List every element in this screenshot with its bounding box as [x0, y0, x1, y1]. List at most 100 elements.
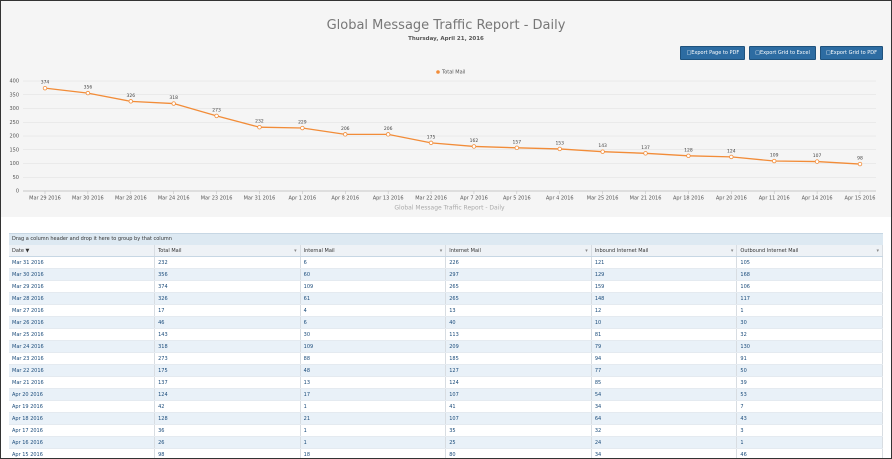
grid-cell: 143: [154, 328, 301, 341]
column-header[interactable]: Internal Mail ▾: [300, 245, 447, 257]
export-button[interactable]: Export Grid to Excel: [749, 46, 816, 60]
data-label: 98: [857, 156, 863, 162]
grid-cell: 30: [736, 316, 883, 329]
grid-cell: 318: [154, 340, 301, 353]
y-tick-label: 100: [9, 161, 19, 167]
grid-row[interactable]: Apr 20 2016 124 17 107 54 53: [9, 388, 883, 401]
grid-table: Date ▼ Total Mail ▾ Internal Mail ▾ Internet …: [9, 245, 883, 458]
grid-cell: 130: [736, 340, 883, 353]
grid-cell: 98: [154, 448, 301, 458]
data-point: [600, 149, 605, 154]
data-label: 107: [813, 153, 822, 159]
x-tick-label: Mar 28 2016: [115, 196, 147, 202]
grid-cell: 273: [154, 352, 301, 365]
x-axis-title: Global Message Traffic Report - Daily: [394, 205, 505, 212]
data-grid: Drag a column header and drop it here to…: [9, 233, 883, 458]
grid-cell: 18: [300, 448, 447, 458]
grid-row[interactable]: Mar 28 2016 326 61 265 148 117: [9, 292, 883, 305]
grid-row[interactable]: Apr 18 2016 128 21 107 64 43: [9, 412, 883, 425]
grid-cell: 159: [591, 280, 738, 293]
data-label: 175: [427, 134, 436, 140]
export-button[interactable]: Export Grid to PDF: [819, 46, 883, 60]
grid-cell: 53: [736, 388, 883, 401]
grid-cell: 107: [445, 412, 592, 425]
grid-cell: 64: [591, 412, 738, 425]
grid-row[interactable]: Apr 15 2016 98 18 80 34 46: [9, 448, 883, 458]
grid-cell: Apr 17 2016: [9, 424, 156, 437]
grid-cell: 36: [154, 424, 301, 437]
y-tick-label: 350: [9, 92, 19, 98]
grid-cell: 88: [300, 352, 447, 365]
grid-cell: 109: [300, 280, 447, 293]
column-header[interactable]: Inbound Internet Mail ▾: [591, 245, 738, 257]
grid-cell: 17: [154, 304, 301, 317]
grid-row[interactable]: Mar 29 2016 374 109 265 159 106: [9, 280, 883, 293]
column-header[interactable]: Outbound Internet Mail ▾: [736, 245, 883, 257]
data-label: 124: [727, 148, 736, 154]
header-row: Date ▼ Total Mail ▾ Internal Mail ▾ Internet …: [9, 245, 883, 257]
data-label: 109: [770, 153, 779, 159]
grid-cell: Apr 16 2016: [9, 436, 156, 449]
grid-cell: 34: [591, 400, 738, 413]
grid-row[interactable]: Mar 27 2016 17 4 13 12 1: [9, 304, 883, 317]
grid-row[interactable]: Mar 31 2016 232 6 226 121 105: [9, 256, 883, 269]
grid-row[interactable]: Apr 17 2016 36 1 35 32 3: [9, 424, 883, 437]
grid-cell: 124: [445, 376, 592, 389]
grid-cell: 21: [300, 412, 447, 425]
data-point: [729, 154, 734, 160]
grid-cell: 13: [445, 304, 592, 317]
grid-cell: 46: [154, 316, 301, 329]
column-menu[interactable]: ▾: [730, 247, 734, 254]
grid-cell: 25: [445, 436, 592, 449]
column-header-text: Date: [12, 247, 24, 254]
grid-cell: 48: [300, 364, 447, 377]
column-header[interactable]: Date ▼: [9, 245, 156, 257]
x-tick-label: Apr 1 2016: [289, 196, 317, 202]
grid-cell: 113: [445, 328, 592, 341]
data-label: 232: [255, 119, 264, 125]
data-point: [686, 153, 691, 158]
x-tick-label: Mar 29 2016: [29, 196, 61, 202]
grid-cell: 17: [300, 388, 447, 401]
export-button[interactable]: Export Page to PDF: [680, 46, 746, 60]
grid-row[interactable]: Mar 22 2016 175 48 127 77 50: [9, 364, 883, 377]
grid-row[interactable]: Mar 23 2016 273 88 185 94 91: [9, 352, 883, 365]
data-point: [171, 101, 176, 106]
grid-row[interactable]: Apr 19 2016 42 1 41 34 7: [9, 400, 883, 413]
grid-row[interactable]: Mar 26 2016 46 6 40 10 30: [9, 316, 883, 329]
data-point: [772, 158, 777, 164]
grid-cell: 232: [154, 256, 301, 269]
grid-row[interactable]: Mar 24 2016 318 109 209 79 130: [9, 340, 883, 353]
y-tick-label: 50: [13, 175, 19, 181]
grid-cell: 79: [591, 340, 738, 353]
x-tick-label: Apr 8 2016: [331, 196, 359, 202]
grid-row[interactable]: Mar 25 2016 143 30 113 81 32: [9, 328, 883, 341]
column-menu[interactable]: ▾: [294, 247, 297, 254]
grid-row[interactable]: Mar 21 2016 137 13 124 85 39: [9, 376, 883, 389]
legend-swatch: [436, 70, 440, 74]
data-point: [343, 132, 348, 137]
x-tick-label: Apr 13 2016: [373, 196, 404, 202]
data-point: [128, 99, 133, 104]
grid-cell: 107: [445, 388, 592, 401]
grid-row[interactable]: Mar 30 2016 356 60 297 129 168: [9, 268, 883, 281]
x-tick-label: Mar 25 2016: [587, 196, 619, 202]
x-tick-label: Apr 11 2016: [759, 196, 790, 202]
column-menu[interactable]: ▾: [876, 247, 879, 254]
grid-cell: 137: [154, 376, 301, 389]
grid-row[interactable]: Apr 16 2016 26 1 25 24 1: [9, 436, 883, 449]
data-label: 128: [684, 147, 693, 153]
grid-cell: Mar 27 2016: [9, 304, 156, 317]
data-label: 153: [555, 140, 564, 146]
column-header[interactable]: Total Mail ▾: [154, 245, 301, 257]
column-header[interactable]: Internet Mail ▾: [445, 245, 592, 257]
grid-cell: 40: [445, 316, 592, 329]
data-label: 137: [641, 145, 650, 151]
column-menu[interactable]: ▾: [439, 247, 443, 254]
grid-cell: 13: [300, 376, 447, 389]
grid-cell: 109: [300, 340, 447, 353]
data-label: 206: [384, 126, 393, 132]
x-tick-label: Mar 23 2016: [201, 196, 233, 202]
column-menu[interactable]: ▾: [585, 247, 588, 254]
grid-cell: Apr 20 2016: [9, 388, 156, 401]
